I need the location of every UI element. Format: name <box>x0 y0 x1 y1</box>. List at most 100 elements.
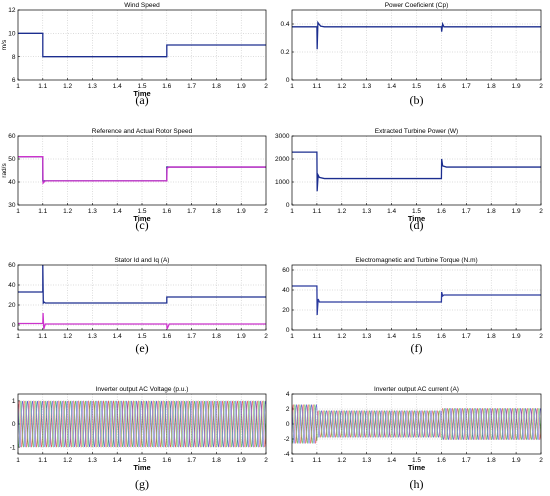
x-tick-label: 1.2 <box>337 83 346 90</box>
series-line-phase-1 <box>18 400 266 448</box>
x-tick-label: 1.7 <box>462 457 471 464</box>
x-tick-label: 1.3 <box>88 208 97 215</box>
y-tick-label: 0 <box>286 421 290 428</box>
x-tick-label: 1.5 <box>137 333 146 340</box>
y-tick-label: 0.4 <box>280 21 289 28</box>
y-tick-label: 20 <box>282 307 290 314</box>
x-tick-label: 1.4 <box>113 208 122 215</box>
y-tick-label: 60 <box>8 262 16 269</box>
x-tick-label: 1.8 <box>212 208 221 215</box>
x-tick-label: 1.8 <box>487 208 496 215</box>
chart-panel-g: 1 1.1 1.2 1.3 1.4 1.5 1.6 1.7 1.8 1.9 2 -1 0 1 Inverte… <box>10 386 268 491</box>
y-tick-label: 4 <box>286 391 290 398</box>
x-tick-label: 1.5 <box>412 457 421 464</box>
y-tick-label: -2 <box>284 436 290 443</box>
x-tick-label: 1.4 <box>387 208 396 215</box>
y-tick-label: 8 <box>12 54 16 61</box>
x-tick-label: 1.9 <box>237 83 246 90</box>
x-tick-label: 1.6 <box>162 208 171 215</box>
x-tick-label: 1.4 <box>113 457 122 464</box>
x-tick-label: 2 <box>264 457 268 464</box>
data-layer <box>292 285 541 316</box>
x-tick-label: 1.7 <box>187 333 196 340</box>
x-tick-label: 1.2 <box>337 333 346 340</box>
x-tick-label: 1.2 <box>337 457 346 464</box>
series-line-phase-1 <box>292 403 541 445</box>
x-tick-label: 1.7 <box>462 333 471 340</box>
chart-title: Power Coeficient (Cp) <box>385 2 449 9</box>
x-tick-label: 1 <box>290 457 294 464</box>
y-tick-label: 12 <box>8 7 16 14</box>
x-tick-label: 1.2 <box>63 333 72 340</box>
x-tick-label: 1.5 <box>412 83 421 90</box>
x-tick-label: 2 <box>539 333 543 340</box>
axes-frame <box>291 9 542 81</box>
axes-frame <box>291 135 542 206</box>
series-line-1 <box>292 285 541 316</box>
series-line-phase-2 <box>292 404 541 444</box>
x-tick-label: 1.7 <box>462 83 471 90</box>
x-tick-label: 1.7 <box>462 208 471 215</box>
y-axis-label: rad/s <box>1 163 8 178</box>
x-tick-label: 1.3 <box>88 83 97 90</box>
x-tick-label: 1.8 <box>487 83 496 90</box>
y-tick-label: -1 <box>10 444 16 451</box>
x-tick-label: 1 <box>16 83 20 90</box>
x-tick-label: 1.8 <box>487 333 496 340</box>
x-tick-label: 1.1 <box>312 333 321 340</box>
data-layer <box>292 403 541 445</box>
series-line-1 <box>292 20 541 50</box>
x-tick-label: 1.3 <box>362 333 371 340</box>
x-tick-label: 1 <box>290 208 294 215</box>
x-tick-label: 1 <box>290 83 294 90</box>
x-tick-label: 1.7 <box>187 83 196 90</box>
x-tick-label: 1.4 <box>113 333 122 340</box>
x-tick-label: 1.4 <box>387 333 396 340</box>
y-tick-label: 30 <box>8 202 16 209</box>
y-tick-label: 2000 <box>275 156 290 163</box>
x-axis-label: Time <box>408 214 425 223</box>
data-layer <box>292 151 541 192</box>
y-tick-label: 20 <box>8 302 16 309</box>
y-tick-label: 0 <box>286 202 290 209</box>
x-tick-label: 1.9 <box>512 83 521 90</box>
x-tick-label: 1.9 <box>237 333 246 340</box>
y-tick-label: 50 <box>8 156 16 163</box>
data-layer <box>18 156 266 185</box>
x-tick-label: 1 <box>16 457 20 464</box>
x-tick-label: 1.6 <box>437 208 446 215</box>
chart-panel-b: 1 1.1 1.2 1.3 1.4 1.5 1.6 1.7 1.8 1.9 2 0 0.2 0.4 Powe… <box>280 2 543 107</box>
x-tick-label: 2 <box>264 83 268 90</box>
axes-frame <box>17 9 267 81</box>
panel-caption: (d) <box>410 218 424 232</box>
chart-title: Stator Id and Iq (A) <box>115 257 170 264</box>
panel-caption: (h) <box>410 477 424 491</box>
chart-title: Inverter output AC Voltage (p.u.) <box>96 386 189 393</box>
x-tick-label: 1.6 <box>162 83 171 90</box>
x-tick-label: 1.9 <box>512 208 521 215</box>
data-layer <box>18 32 266 58</box>
series-line-phase-2 <box>18 400 266 448</box>
y-tick-label: 40 <box>8 179 16 186</box>
series-line-phase-3 <box>292 404 541 444</box>
x-axis-label: Time <box>133 214 150 223</box>
x-tick-label: 2 <box>539 457 543 464</box>
data-layer <box>18 400 266 448</box>
axes-frame <box>17 135 267 206</box>
panel-caption: (c) <box>135 218 148 232</box>
y-tick-label: 0 <box>12 322 16 329</box>
chart-panel-f: 1 1.1 1.2 1.3 1.4 1.5 1.6 1.7 1.8 1.9 20204060Elec… <box>282 257 543 355</box>
x-tick-label: 1.2 <box>63 83 72 90</box>
x-tick-label: 2 <box>539 83 543 90</box>
series-line-2 <box>18 312 266 330</box>
chart-panel-d: 1 1.1 1.2 1.3 1.4 1.5 1.6 1.7 1.8 1.9 2 0 1000 2000 30… <box>275 128 543 232</box>
x-tick-label: 1.5 <box>137 457 146 464</box>
x-tick-label: 1.9 <box>237 208 246 215</box>
x-tick-label: 1.5 <box>412 333 421 340</box>
chart-title: Reference and Actual Rotor Speed <box>92 128 193 135</box>
axes-frame <box>17 264 267 331</box>
panel-caption: (f) <box>411 341 423 355</box>
x-tick-label: 1.1 <box>312 83 321 90</box>
x-tick-label: 1.6 <box>437 457 446 464</box>
